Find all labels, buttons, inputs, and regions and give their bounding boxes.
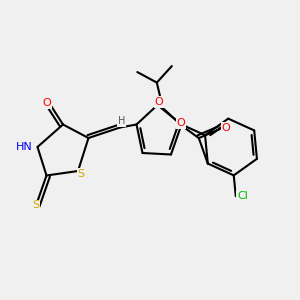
Text: O: O bbox=[176, 118, 185, 128]
Text: S: S bbox=[32, 200, 40, 211]
Text: O: O bbox=[221, 123, 230, 133]
Text: S: S bbox=[77, 169, 85, 179]
Text: H: H bbox=[118, 116, 125, 127]
Text: O: O bbox=[154, 97, 164, 107]
Text: Cl: Cl bbox=[237, 191, 248, 201]
Text: HN: HN bbox=[16, 142, 33, 152]
Text: O: O bbox=[42, 98, 51, 109]
